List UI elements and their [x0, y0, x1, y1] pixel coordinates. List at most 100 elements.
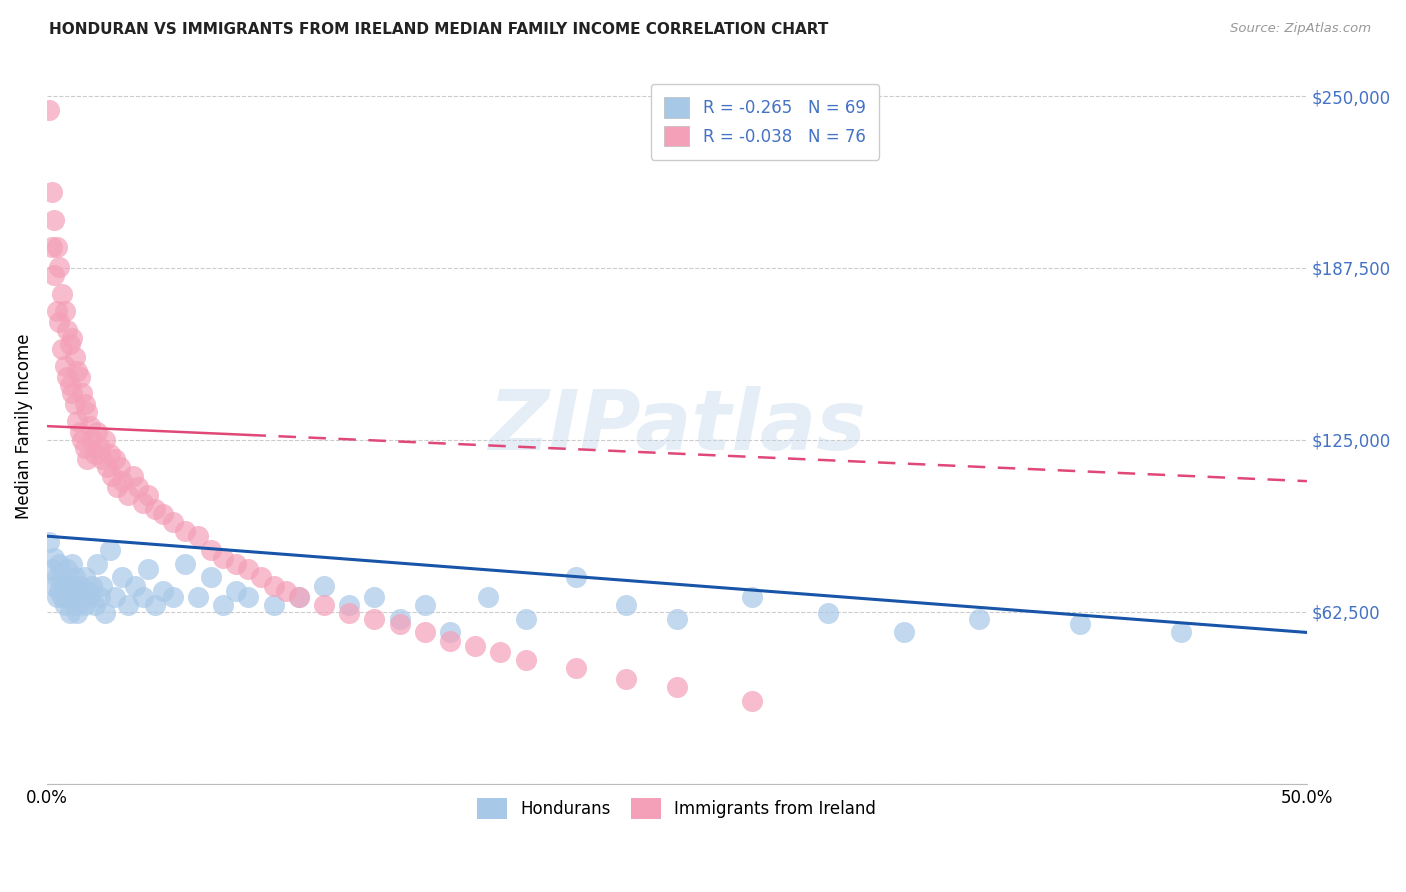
Point: [565, 570, 588, 584]
Point: [48, 315, 70, 329]
Point: [665, 612, 688, 626]
Point: [73, 598, 96, 612]
Point: [288, 590, 311, 604]
Point: [124, 579, 146, 593]
Point: [238, 590, 260, 604]
Point: [288, 590, 311, 604]
Point: [616, 672, 638, 686]
Point: [101, 468, 124, 483]
Point: [741, 694, 763, 708]
Point: [66, 584, 89, 599]
Point: [73, 441, 96, 455]
Point: [464, 639, 486, 653]
Point: [111, 570, 134, 584]
Point: [89, 590, 111, 604]
Text: ZIPatlas: ZIPatlas: [488, 385, 866, 467]
Point: [73, 397, 96, 411]
Point: [969, 612, 991, 626]
Point: [89, 441, 111, 455]
Point: [108, 460, 131, 475]
Point: [83, 447, 105, 461]
Point: [388, 612, 411, 626]
Point: [63, 570, 86, 584]
Point: [413, 598, 436, 612]
Point: [238, 562, 260, 576]
Point: [94, 606, 117, 620]
Point: [162, 516, 184, 530]
Point: [69, 425, 91, 439]
Point: [58, 377, 80, 392]
Point: [66, 364, 89, 378]
Point: [86, 557, 108, 571]
Point: [76, 452, 98, 467]
Point: [515, 612, 537, 626]
Point: [44, 212, 66, 227]
Point: [117, 598, 139, 612]
Point: [73, 570, 96, 584]
Point: [388, 617, 411, 632]
Point: [200, 542, 222, 557]
Point: [82, 433, 104, 447]
Point: [127, 480, 149, 494]
Point: [53, 359, 76, 373]
Point: [741, 590, 763, 604]
Point: [48, 557, 70, 571]
Point: [76, 584, 98, 599]
Point: [489, 645, 512, 659]
Point: [131, 590, 153, 604]
Point: [314, 598, 336, 612]
Point: [38, 103, 60, 117]
Point: [515, 653, 537, 667]
Point: [79, 590, 101, 604]
Point: [66, 414, 89, 428]
Point: [69, 579, 91, 593]
Point: [60, 557, 83, 571]
Point: [56, 323, 79, 337]
Point: [79, 419, 101, 434]
Point: [46, 570, 69, 584]
Point: [66, 606, 89, 620]
Point: [60, 331, 83, 345]
Point: [1170, 625, 1192, 640]
Point: [53, 598, 76, 612]
Point: [152, 584, 174, 599]
Point: [56, 562, 79, 576]
Point: [250, 570, 273, 584]
Point: [96, 460, 118, 475]
Point: [91, 579, 114, 593]
Point: [276, 584, 298, 599]
Point: [117, 488, 139, 502]
Point: [225, 557, 247, 571]
Point: [46, 240, 69, 254]
Point: [41, 562, 63, 576]
Point: [56, 590, 79, 604]
Point: [121, 468, 143, 483]
Point: [174, 557, 197, 571]
Point: [162, 590, 184, 604]
Point: [314, 579, 336, 593]
Point: [53, 579, 76, 593]
Point: [51, 287, 73, 301]
Point: [63, 397, 86, 411]
Point: [98, 542, 121, 557]
Point: [70, 386, 93, 401]
Point: [94, 433, 117, 447]
Point: [76, 405, 98, 419]
Point: [58, 606, 80, 620]
Point: [263, 598, 285, 612]
Point: [51, 590, 73, 604]
Text: HONDURAN VS IMMIGRANTS FROM IRELAND MEDIAN FAMILY INCOME CORRELATION CHART: HONDURAN VS IMMIGRANTS FROM IRELAND MEDI…: [49, 22, 828, 37]
Point: [363, 590, 385, 604]
Point: [817, 606, 839, 620]
Point: [60, 386, 83, 401]
Point: [38, 534, 60, 549]
Point: [44, 268, 66, 282]
Point: [111, 474, 134, 488]
Point: [53, 303, 76, 318]
Point: [63, 351, 86, 365]
Point: [48, 584, 70, 599]
Point: [263, 579, 285, 593]
Point: [413, 625, 436, 640]
Y-axis label: Median Family Income: Median Family Income: [15, 334, 32, 519]
Point: [51, 570, 73, 584]
